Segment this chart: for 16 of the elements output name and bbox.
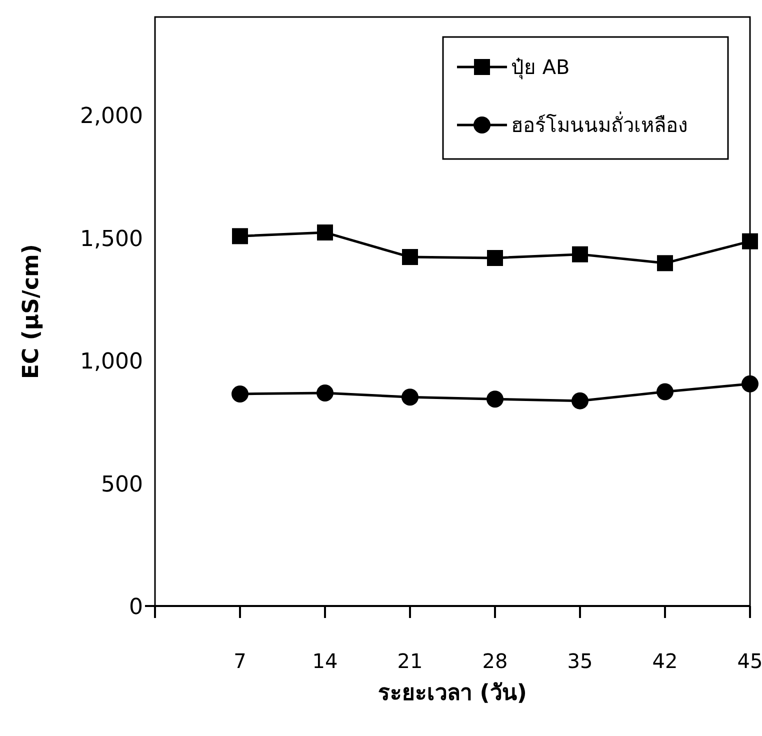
legend-label: ฮอร์โมนนมถั่วเหลือง <box>511 111 688 137</box>
x-tick-label: 45 <box>737 649 762 673</box>
x-tick-label: 14 <box>312 649 338 673</box>
x-tick-label: 42 <box>652 649 678 673</box>
y-tick-label: 2,000 <box>80 104 143 130</box>
x-tick-label: 7 <box>234 649 246 673</box>
legend-label: ปุ๋ย AB <box>511 55 570 80</box>
x-axis-title: ระยะเวลา (วัน) <box>378 681 527 706</box>
x-tick-label: 21 <box>397 649 423 673</box>
y-tick-label: 1,500 <box>80 226 143 252</box>
y-tick-label: 500 <box>101 472 143 498</box>
y-axis-title: EC (µS/cm) <box>19 244 44 379</box>
y-tick-label: 1,000 <box>80 350 143 375</box>
x-tick-label: 35 <box>567 649 593 673</box>
y-tick-label: 0 <box>129 595 143 620</box>
x-tick-label: 28 <box>482 649 508 673</box>
